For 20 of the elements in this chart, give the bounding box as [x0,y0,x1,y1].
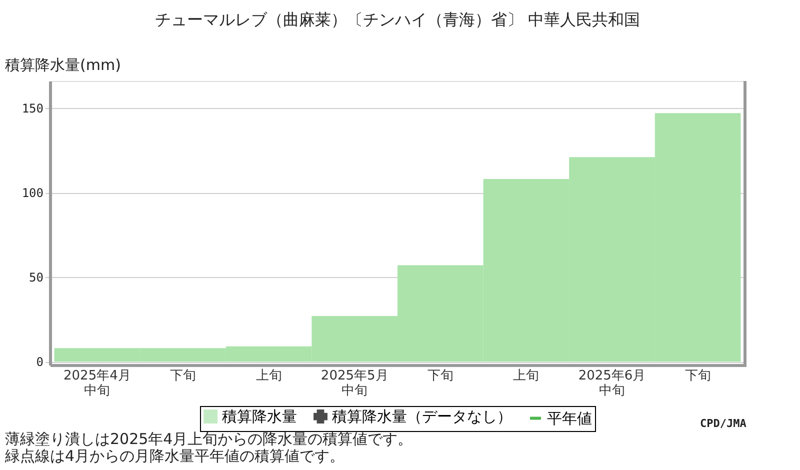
text: 薄緑塗り潰しは2025年4月上旬からの降水量の積算値です。 [5,430,413,448]
x-tick-label: 下旬 [170,368,196,384]
chart-title: チューマルレブ（曲麻莱）〔チンハイ（青海）省〕 中華人民共和国 [154,10,640,29]
x-tick-label: 上旬 [256,368,282,384]
x-tick-label: 2025年4月中旬 [64,368,131,398]
y-tick-label: 0 [36,355,44,370]
text: CPD/JMA [700,417,747,430]
y-tick-label: 150 [22,102,44,116]
x-tick-label: 2025年6月中旬 [578,368,646,398]
x-tick-label: 2025年5月中旬 [320,368,388,398]
legend-label: 積算降水量（データなし） [332,408,512,426]
x-tick-label: 下旬 [684,368,711,384]
text: 緑点線は4月からの月降水量平年値の積算値です。 [4,447,345,465]
legend-label: 平年値 [547,409,592,428]
y-tick-label: 100 [22,186,44,200]
legend-label: 積算降水量 [222,408,297,426]
x-tick-label: 上旬 [513,368,540,384]
x-tick-label: 下旬 [427,368,454,384]
y-axis-title: 積算降水量(mm) [5,56,121,74]
y-tick-label: 50 [29,270,44,285]
